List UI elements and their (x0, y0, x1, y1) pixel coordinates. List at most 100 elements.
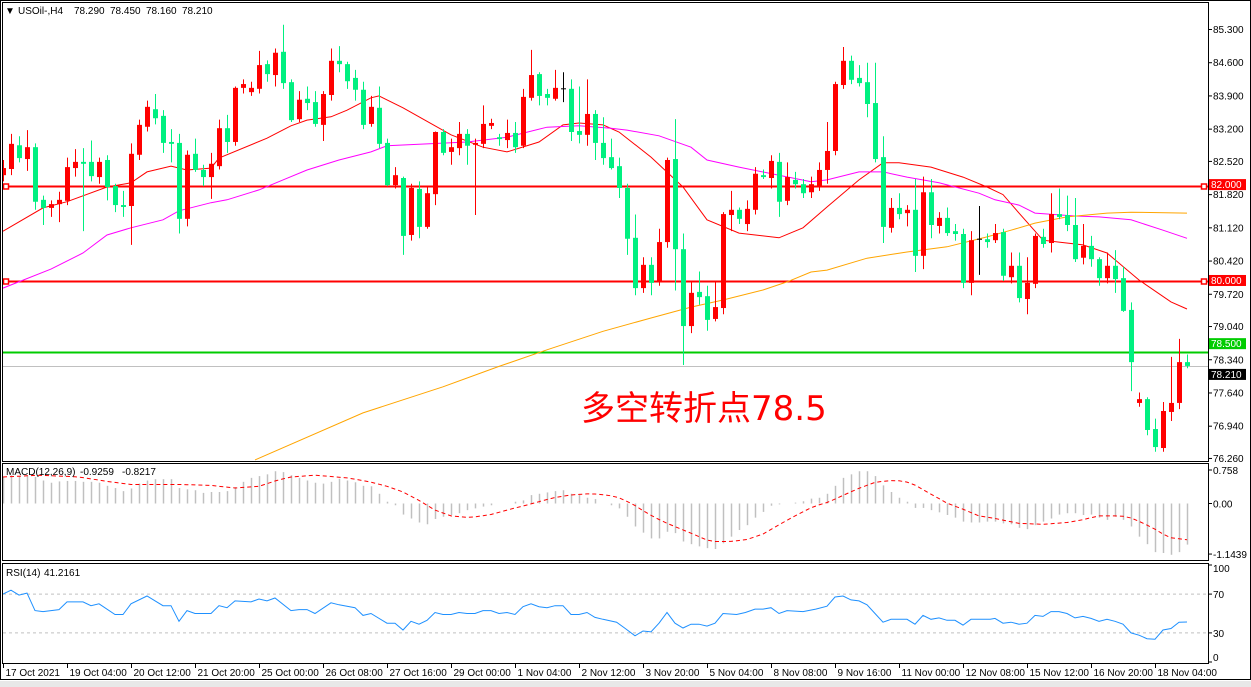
candle (689, 280, 694, 334)
candle-body (585, 113, 590, 135)
candle-body (345, 64, 350, 82)
price-tick-label: 85.300 (1213, 25, 1244, 36)
candle-body (401, 178, 406, 236)
moving-average-ma_slow (254, 211, 1188, 461)
candle (929, 178, 934, 239)
candle (185, 150, 190, 227)
candle-body (577, 131, 582, 135)
candle-body (65, 167, 70, 201)
candle (1025, 257, 1030, 315)
candle (609, 138, 614, 170)
line-handle-icon[interactable] (3, 278, 10, 285)
candle-body (1073, 224, 1078, 260)
price-tick-label: 76.940 (1213, 422, 1244, 433)
candle (897, 193, 902, 220)
candle (577, 86, 582, 144)
candle (41, 195, 46, 225)
time-tick-label: 19 Oct 04:00 (70, 668, 128, 679)
line-handle-icon[interactable] (1200, 278, 1208, 285)
candle-body (33, 147, 38, 202)
candle-body (1017, 265, 1022, 299)
time-tick-label: 8 Nov 08:00 (774, 668, 828, 679)
macd-panel[interactable] (3, 471, 1189, 555)
candle (521, 88, 526, 149)
candle-body (641, 264, 646, 289)
candle-body (793, 179, 798, 185)
moving-average-ma_mid (3, 125, 1188, 289)
candle (281, 24, 286, 89)
line-handle-icon[interactable] (1200, 183, 1208, 190)
candle-body (553, 87, 558, 99)
candle (489, 118, 494, 130)
candle (1177, 338, 1182, 410)
candle (441, 129, 446, 156)
candle-body (681, 249, 686, 327)
macd-panel-frame (2, 463, 1209, 561)
candle (305, 86, 310, 111)
candle (1073, 197, 1078, 263)
candle (921, 176, 926, 270)
candle (585, 79, 590, 146)
candle (25, 130, 30, 171)
candle-body (537, 74, 542, 96)
candle (33, 143, 38, 210)
price-tick-label: 79.720 (1213, 290, 1244, 301)
candle (633, 214, 638, 296)
candle (49, 200, 54, 217)
rsi-label: RSI(14) (6, 568, 40, 579)
candle-body (73, 161, 78, 169)
candle (673, 119, 678, 291)
candle-body (905, 209, 910, 214)
price-line-label: 82.000 (1211, 180, 1242, 191)
candle (425, 186, 430, 229)
candle-body (1041, 236, 1046, 244)
candle-body (281, 51, 286, 84)
line-handle-icon[interactable] (3, 183, 10, 190)
candle-body (801, 184, 806, 194)
candle (401, 176, 406, 255)
candle (105, 155, 110, 201)
rsi-tick-label: 100 (1213, 564, 1230, 575)
rsi-line (3, 589, 1188, 640)
price-tick-label: 80.420 (1213, 257, 1244, 268)
candle-body (137, 124, 142, 155)
candle (1057, 188, 1062, 220)
macd-header: MACD(12,26,9) -0.9259 -0.8217 (6, 467, 156, 478)
macd-tick-label: -1.1439 (1213, 550, 1247, 561)
price-panel[interactable] (1, 24, 1208, 461)
candle-body (337, 60, 342, 65)
macd-tick-label: 0.758 (1213, 466, 1238, 477)
candle (169, 129, 174, 163)
candle-body (777, 161, 782, 202)
candle-body (217, 128, 222, 167)
candle-body (593, 113, 598, 143)
chart-header: ▼ USOil-,H4 78.290 78.450 78.160 78.210 (5, 6, 213, 17)
candle (153, 94, 158, 125)
candle (505, 119, 510, 149)
price-line-label-box (1209, 274, 1246, 286)
candle (393, 167, 398, 189)
candle-body (1001, 232, 1006, 276)
candle (545, 88, 550, 106)
price-tick-label: 78.340 (1213, 355, 1244, 366)
candle (729, 190, 734, 232)
candle-body (233, 87, 238, 142)
triangle-down-icon[interactable]: ▼ (5, 6, 15, 17)
candle (289, 79, 294, 123)
candle-body (929, 192, 934, 225)
candle-body (913, 209, 918, 256)
candle-body (745, 208, 750, 225)
time-tick-label: 1 Nov 04:00 (518, 668, 572, 679)
candle (361, 81, 366, 130)
candle (617, 157, 622, 198)
rsi-panel[interactable] (3, 589, 1208, 640)
candle-body (705, 296, 710, 320)
price-line-label-box (1209, 338, 1246, 350)
candle-body (249, 87, 254, 93)
candle-body (329, 60, 334, 95)
candle (553, 69, 558, 101)
time-tick-label: 16 Nov 20:00 (1094, 668, 1154, 679)
candle-body (89, 161, 94, 177)
candle-body (1169, 402, 1174, 412)
